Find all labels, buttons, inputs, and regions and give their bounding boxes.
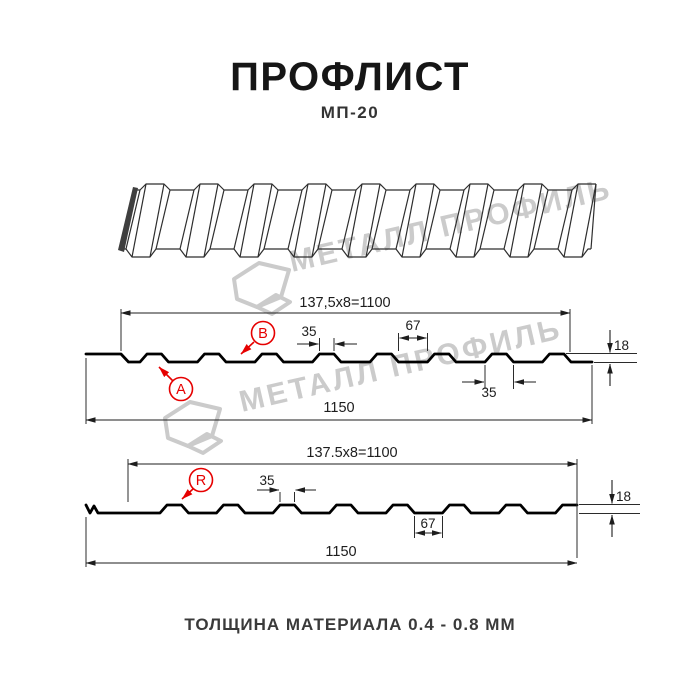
- callout-b-circle: [250, 320, 276, 346]
- sheet-rib-line: [590, 183, 597, 250]
- brand-watermark-text: МЕТАЛЛ ПРОФИЛЬ: [236, 312, 565, 418]
- dimension-lines: [85, 310, 613, 423]
- sheet-rib-line: [125, 189, 141, 250]
- product-code-subtitle: МП-20: [321, 103, 379, 122]
- sheet-rib-line: [479, 189, 495, 250]
- dimension-lines: [85, 461, 615, 566]
- sheet-rib-line: [293, 183, 309, 258]
- callout-r-letter: R: [196, 473, 206, 489]
- sheet-rib-line: [557, 189, 573, 250]
- callout-a-letter: A: [176, 382, 186, 398]
- brand-logo-icon: [255, 293, 292, 316]
- sheet-rib-line: [395, 189, 411, 250]
- sheet-rib-line: [185, 183, 201, 258]
- sheet-rib-line: [311, 183, 327, 258]
- callout-a-circle: [168, 376, 194, 402]
- dim-valley-reverse: 67: [420, 516, 435, 531]
- callout-b: B: [240, 320, 276, 355]
- brand-watermark-upper: МЕТАЛЛ ПРОФИЛЬ: [232, 172, 615, 316]
- sheet-3d-drawing: [118, 183, 597, 258]
- sheet-rib-line: [257, 183, 273, 258]
- sheet-rib-line: [563, 183, 579, 258]
- callout-a: A: [158, 366, 194, 402]
- material-thickness-note: ТОЛЩИНА МАТЕРИАЛА 0.4 - 0.8 ММ: [184, 615, 515, 634]
- profile-section-outline: [84, 503, 579, 515]
- sheet-rib-line: [155, 189, 171, 250]
- dim-rib-top-reverse: 35: [259, 473, 274, 488]
- sheet-rib-line: [203, 183, 219, 258]
- dim-height-reverse: 18: [616, 489, 631, 504]
- sheet-rib-line: [287, 189, 303, 250]
- sheet-back-edge: [134, 183, 596, 191]
- profile-section-outline: [84, 352, 594, 364]
- sheet-rib-line: [455, 183, 471, 258]
- sheet-end-cap: [118, 187, 138, 252]
- sheet-rib-line: [317, 189, 333, 250]
- sheet-rib-line: [365, 183, 381, 258]
- dim-rib-bottom-front: 35: [481, 385, 496, 400]
- sheet-rib-line: [527, 183, 543, 258]
- sheet-rib-line: [419, 183, 435, 258]
- dim-overall-front: 1150: [323, 400, 354, 416]
- page-title: ПРОФЛИСТ: [230, 55, 470, 99]
- dim-valley-front: 67: [405, 318, 420, 333]
- sheet-rib-line: [263, 189, 279, 250]
- sheet-rib-line: [371, 189, 387, 250]
- brand-logo-icon: [163, 400, 222, 448]
- sheet-rib-line: [581, 183, 597, 258]
- sheet-rib-line: [341, 189, 357, 250]
- sheet-rib-line: [509, 183, 525, 258]
- sheet-rib-line: [347, 183, 363, 258]
- dim-pitch-reverse: 137.5x8=1100: [306, 445, 397, 461]
- sheet-rib-line: [149, 183, 165, 258]
- sheet-rib-line: [239, 183, 255, 258]
- sheet-front-edge: [120, 248, 591, 258]
- sheet-rib-line: [209, 189, 225, 250]
- sheet-rib-line: [473, 183, 489, 258]
- brand-watermark-lower: МЕТАЛЛ ПРОФИЛЬ: [163, 312, 565, 455]
- dim-height-front: 18: [614, 338, 629, 353]
- sheet-rib-line: [449, 189, 465, 250]
- brand-watermark-text: МЕТАЛЛ ПРОФИЛЬ: [286, 172, 615, 278]
- callout-b-letter: B: [258, 326, 268, 342]
- callout-r: R: [181, 467, 214, 500]
- sheet-rib-line: [503, 189, 519, 250]
- dim-overall-reverse: 1150: [325, 544, 356, 560]
- extension-lines: [85, 309, 637, 424]
- sheet-rib-line: [131, 183, 147, 258]
- brand-logo-icon: [232, 261, 291, 309]
- sheet-rib-line: [425, 189, 441, 250]
- brand-logo-icon: [186, 432, 223, 455]
- callout-r-circle: [188, 467, 214, 493]
- sheet-rib-line: [533, 189, 549, 250]
- profile-diagram-front: 137,5x8=1100 35 67 18 35 1150 A B: [84, 295, 637, 424]
- extension-lines: [85, 459, 640, 567]
- sheet-rib-line: [233, 189, 249, 250]
- sheet-rib-line: [401, 183, 417, 258]
- sheet-rib-line: [179, 189, 195, 250]
- dim-rib-top-front: 35: [301, 324, 316, 339]
- profile-diagram-reverse: 137.5x8=1100 35 67 18 1150 R: [84, 445, 640, 567]
- dim-pitch-front: 137,5x8=1100: [299, 295, 390, 311]
